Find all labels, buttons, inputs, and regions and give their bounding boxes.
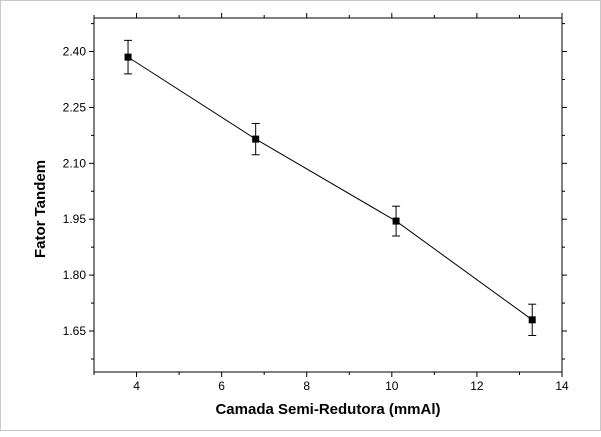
y-tick-label: 2.40 [63,45,87,59]
x-tick-label: 12 [470,379,484,393]
x-tick-label: 10 [385,379,399,393]
x-tick-label: 6 [218,379,225,393]
axes [93,17,563,373]
data-point [392,217,400,225]
x-tick-label: 4 [133,379,140,393]
ticks: 4 6 8 10 12 14 1.65 1.80 1.95 2.10 2.25 2.40 [63,13,569,393]
y-tick-label: 2.10 [63,156,87,170]
y-tick-label: 1.95 [63,212,87,226]
plot-area-border [93,17,563,373]
x-tick-label: 14 [555,379,569,393]
y-tick-label: 2.25 [63,100,87,114]
series-line [127,56,533,321]
data-point [124,53,132,61]
data-point [252,135,260,143]
x-tick-label: 8 [303,379,310,393]
x-axis-title: Camada Semi-Redutora (mmAl) [215,401,440,418]
y-tick-label: 1.80 [63,268,87,282]
y-tick-label: 1.65 [63,324,87,338]
data-series [124,39,537,336]
data-point [528,316,536,324]
y-axis-title: Fator Tandem [32,160,49,258]
